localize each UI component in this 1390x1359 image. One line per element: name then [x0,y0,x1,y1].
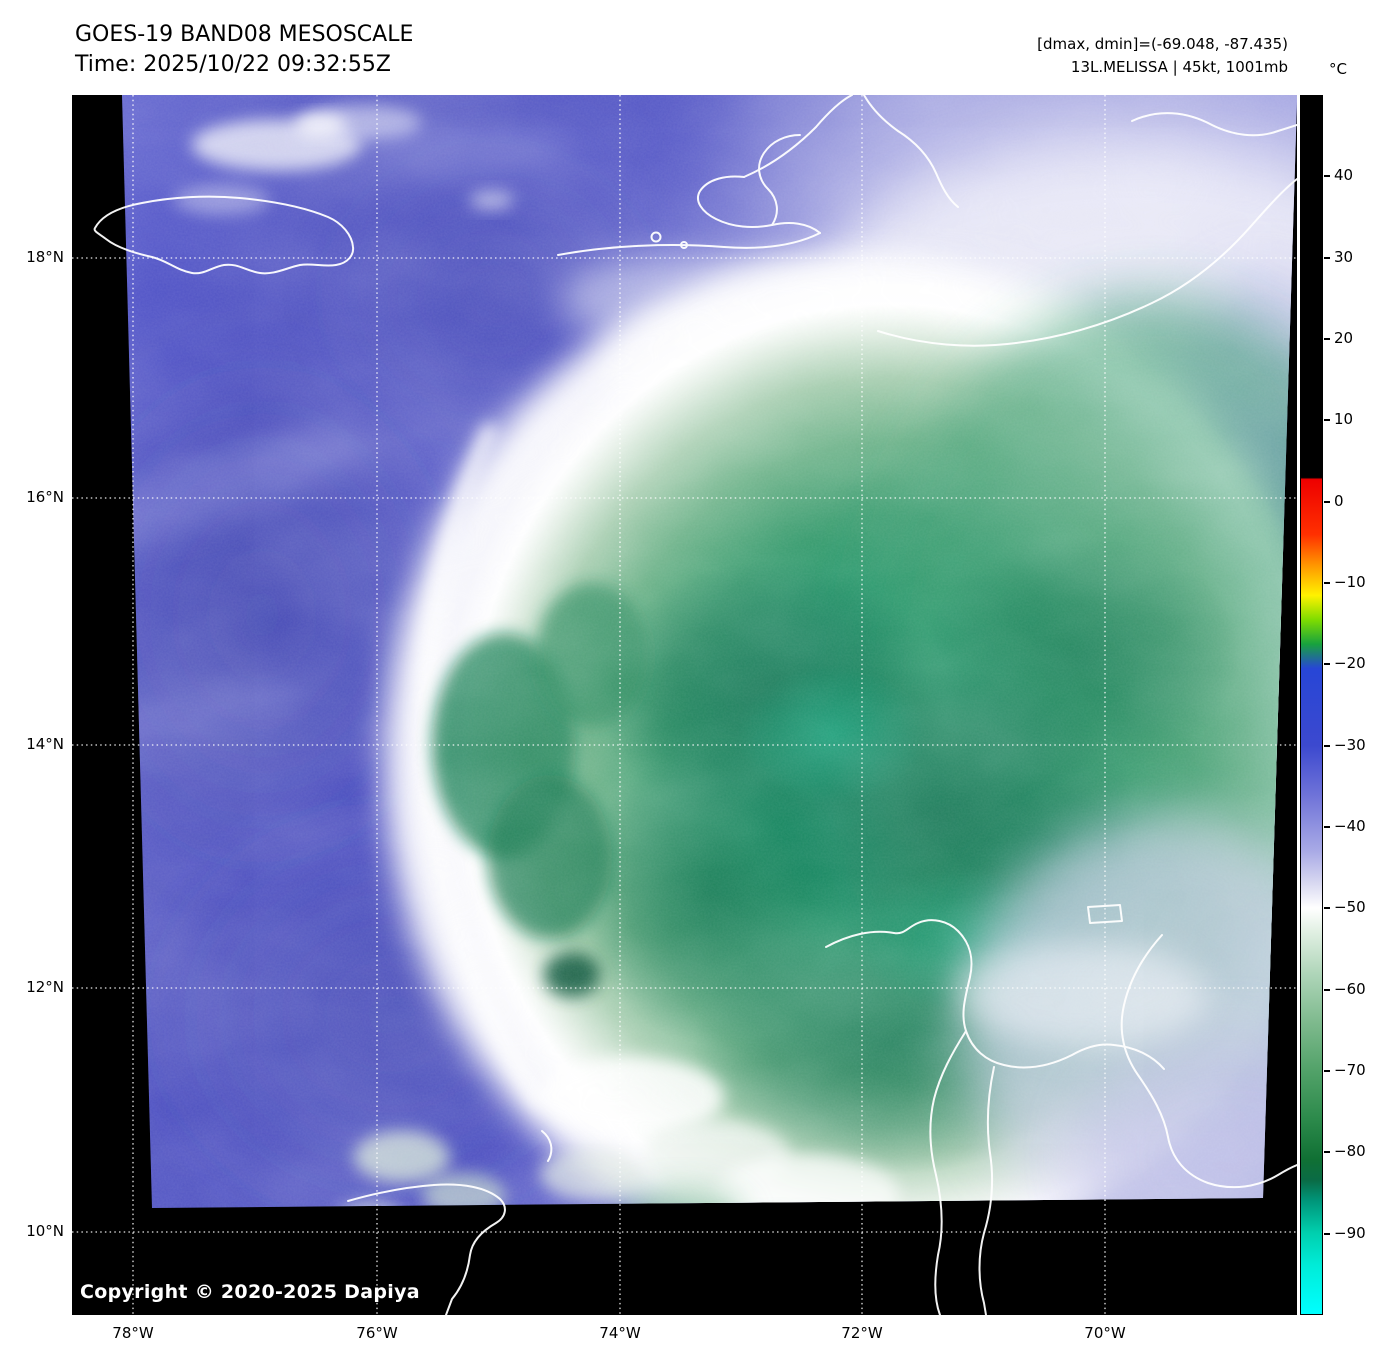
lat-axis-label: 18°N [26,248,64,266]
coastline-falcon [1120,934,1297,1189]
lat-axis-label: 14°N [26,735,64,753]
colorbar-tick-label: 10 [1334,410,1354,429]
coastline-haiti-north-peninsula [697,175,821,234]
colorbar-tick-label: −70 [1334,1061,1366,1079]
colorbar-tick-label: −80 [1334,1142,1366,1161]
colorbar-tick-mark [1324,1070,1330,1072]
coastline-gonave-gulf [758,134,801,226]
coastline-gulf-venezuela-east [978,1066,995,1315]
colorbar-tick-label: −30 [1334,735,1366,754]
colorbar-tick-mark [1324,663,1330,666]
lon-axis-label: 70°W [1084,1324,1126,1342]
coastline-haiti-north [743,95,853,178]
copyright-text: Copyright © 2020-2025 Dapiya [80,1281,420,1303]
colorbar-tick-label: −90 [1334,1223,1366,1242]
colorbar-tick-label: 0 [1334,491,1344,510]
island-aruba [1087,904,1123,924]
colorbar-tick-label: 30 [1334,247,1354,266]
gridlines [72,95,1297,1315]
coastline-haiti-south-peninsula [557,232,821,256]
colorbar-tick-label: −40 [1334,817,1366,835]
island-small-2 [680,241,688,249]
range-note: [dmax, dmin]=(-69.048, -87.435) [1037,35,1288,53]
lon-axis-label: 78°W [112,1324,154,1342]
colorbar-tick-mark [1324,1151,1330,1154]
lon-axis-label: 76°W [356,1324,398,1342]
satellite-imagery [122,95,1297,1208]
figure-title: GOES-19 BAND08 MESOSCALE [75,22,414,47]
colorbar-tick-mark [1324,826,1330,828]
colorbar-tick-mark [1324,419,1330,422]
figure-header-right: [dmax, dmin]=(-69.048, -87.435) 13L.MELI… [1037,33,1288,78]
colorbar-gradient [1300,95,1323,1315]
colorbar-tick-mark [1324,256,1330,259]
coastline-top-right [1131,112,1297,137]
colorbar-tick-label: −10 [1334,573,1366,591]
coastline-jamaica [93,195,355,275]
storm-note: 13L.MELISSA | 45kt, 1001mb [1070,57,1288,76]
lon-axis-label: 74°W [599,1324,641,1342]
colorbar-tick-label: 20 [1334,329,1354,347]
coastline-dr-south [877,178,1297,347]
colorbar-tick-mark [1324,988,1330,991]
map-plot-area: Copyright © 2020-2025 Dapiya [72,95,1297,1315]
colorbar-tick-mark [1324,744,1330,747]
lat-axis-label: 12°N [26,978,64,996]
colorbar-unit-label: °C [1329,60,1347,78]
figure-header: GOES-19 BAND08 MESOSCALE Time: 2025/10/2… [75,20,413,81]
coastline-colombia [347,1183,506,1315]
lat-axis-label: 10°N [26,1222,64,1240]
coastline-haiti-stmarc [863,95,959,208]
figure-time: Time: 2025/10/22 09:32:55Z [75,52,391,78]
island-small-1 [650,231,662,243]
colorbar-tick-label: −20 [1334,654,1366,673]
colorbar-tick-mark [1324,175,1330,178]
coastline-guajira [825,919,1165,1070]
coastlines [93,95,1297,1315]
colorbar-tick-mark [1324,338,1330,340]
colorbar-tick-label: −50 [1334,898,1366,917]
colorbar-tick-mark [1324,907,1330,910]
colorbar-tick-label: 40 [1334,166,1354,185]
coastline-gulf-venezuela-west [929,1030,967,1315]
colorbar-tick-mark [1324,1232,1330,1235]
satellite-map-svg [72,95,1297,1315]
lat-axis-label: 16°N [26,488,64,506]
coastline-colombia-inlet [541,1130,553,1162]
colorbar-tick-label: −60 [1334,979,1366,998]
colorbar-tick-mark [1324,500,1330,503]
colorbar-tick-mark [1324,582,1330,584]
lon-axis-label: 72°W [841,1324,883,1342]
